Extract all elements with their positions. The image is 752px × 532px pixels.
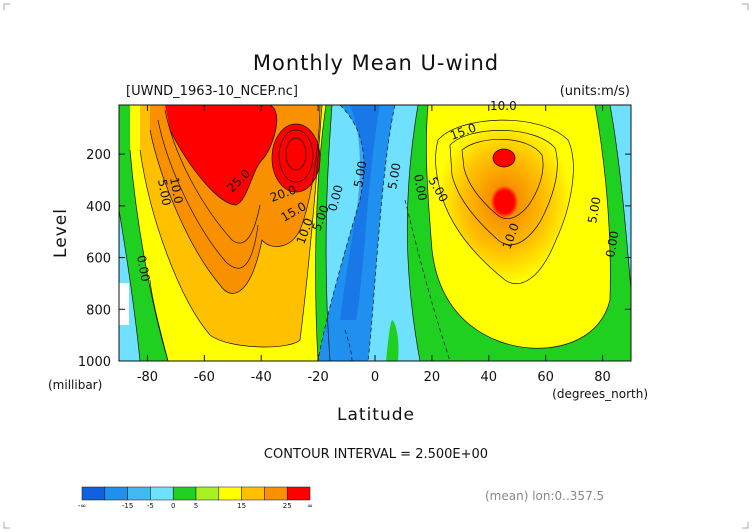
sh-jet-core [165, 105, 277, 205]
contour-label: 5.00 [155, 178, 173, 207]
contour-line [461, 139, 544, 220]
colorbar-tick-label: -∞ [78, 502, 86, 510]
colorbar-tick-label: ∞ [307, 502, 313, 510]
contour-label: 10.0 [490, 99, 517, 113]
y-axis-unit: (millibar) [48, 378, 102, 392]
contour-line [406, 105, 421, 361]
contour-line [425, 105, 611, 349]
contour-line [315, 105, 327, 361]
contour-line [609, 105, 631, 291]
contour-label: 5.00 [385, 162, 403, 191]
colorbar-tick-label: 15 [237, 502, 246, 510]
page-corner-marks [3, 3, 749, 529]
y-tick-label: 200 [86, 148, 111, 163]
units-label: (units:m/s) [560, 84, 630, 99]
x-tick-label: -20 [307, 370, 328, 385]
colorbar-tick-label: 5 [194, 502, 198, 510]
contour-line [149, 279, 169, 361]
contour-line [344, 329, 353, 361]
contour-line [285, 137, 307, 171]
eq-deep-blue [340, 105, 380, 320]
y-tick-label: 1000 [78, 355, 111, 370]
x-tick-label: -40 [251, 370, 272, 385]
plot-area [119, 105, 631, 361]
contour-label: 0.00 [325, 183, 345, 212]
y-tick-label: 800 [86, 303, 111, 318]
y-tick-label: 600 [86, 252, 111, 267]
y-tick-label: 400 [86, 200, 111, 215]
contour-label: 0.00 [603, 230, 621, 259]
colorbar-tick-label: 0 [171, 502, 175, 510]
x-tick-label: 20 [424, 370, 441, 385]
colorbar-swatch [264, 486, 288, 501]
nh-orange-region [435, 120, 574, 284]
colorbar-tick-label: 25 [283, 502, 292, 510]
contour-line [149, 105, 321, 294]
contour-label: 10.0 [167, 176, 185, 205]
contour-line [278, 129, 314, 183]
contour-line [139, 105, 323, 348]
eq-green-patch [386, 320, 399, 361]
x-tick-label: 60 [537, 370, 554, 385]
contour-lines [119, 105, 631, 361]
colorbar-swatch [218, 486, 242, 501]
contour-line [367, 105, 396, 361]
contour-line [164, 109, 261, 244]
file-label: [UWND_1963-10_NCEP.nc] [126, 84, 298, 99]
contour-line [317, 105, 365, 361]
contour-line [157, 119, 259, 269]
x-tick-label: 40 [481, 370, 498, 385]
y-axis: 200 400 600 800 1000 [78, 148, 631, 370]
colorbar-swatch [172, 486, 197, 501]
contour-line [449, 130, 558, 246]
contour-line [325, 105, 333, 361]
x-tick-label: -60 [194, 370, 215, 385]
colorbar-tick-label: -15 [122, 502, 133, 510]
x-axis-unit: (degrees_north) [552, 387, 648, 401]
edge-fill-white [119, 283, 129, 325]
colorbar-swatch [241, 486, 265, 501]
footer-text: (mean) lon:0..357.5 [485, 489, 604, 503]
chart-title: Monthly Mean U-wind [253, 51, 499, 75]
x-tick-label: -80 [137, 370, 158, 385]
colorbar: -∞ -15 -5 0 5 15 25 ∞ [78, 486, 313, 510]
contour-line [119, 209, 141, 361]
y-axis-title: Level [51, 208, 71, 258]
contour-line [435, 119, 574, 284]
dashed-contour-lines [317, 105, 451, 361]
colorbar-swatch [127, 486, 151, 501]
colorbar-swatch [286, 486, 311, 501]
contour-label: 5.00 [585, 196, 603, 225]
colorbar-swatch [195, 486, 220, 501]
contour-interval-text: CONTOUR INTERVAL = 2.500E+00 [264, 447, 488, 462]
nh-jet-core [492, 148, 516, 168]
x-axis-title: Latitude [337, 405, 415, 425]
contour-label: 5.00 [351, 160, 369, 189]
contour-label: 0.00 [134, 254, 152, 283]
contour-line [169, 105, 278, 206]
colorbar-swatch [104, 486, 128, 501]
colorbar-swatch [150, 486, 174, 501]
contour-line [129, 149, 169, 361]
colorbar-swatch [81, 486, 106, 501]
colorbar-tick-label: -5 [147, 502, 154, 510]
contour-label: 0.00 [411, 173, 429, 202]
x-tick-label: 0 [371, 370, 379, 385]
x-tick-label: 80 [594, 370, 611, 385]
x-axis: -80 -60 -40 -20 0 20 40 60 80 [137, 105, 611, 385]
